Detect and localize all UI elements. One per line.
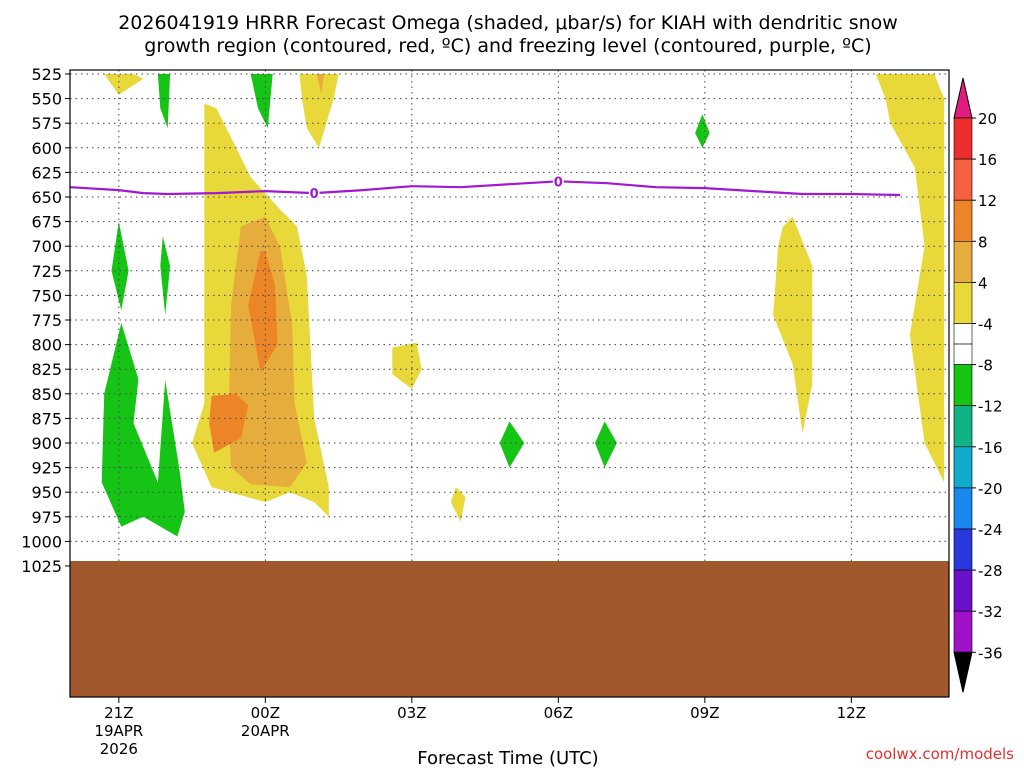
colorbar-seg-11 bbox=[953, 569, 973, 612]
ytick-label-625: 625 bbox=[31, 163, 62, 182]
colorbar-label-12: -32 bbox=[978, 603, 1003, 621]
omega-region-16 bbox=[499, 421, 525, 468]
xtick-year-21Z: 2026 bbox=[100, 740, 138, 758]
omega-region-10 bbox=[875, 74, 945, 483]
omega-region-5 bbox=[299, 74, 339, 148]
credit-text: coolwx.com/models bbox=[866, 745, 1014, 763]
colorbar-label-10: -24 bbox=[978, 521, 1003, 539]
colorbar-seg-9 bbox=[953, 487, 973, 530]
colorbar-label-4: 4 bbox=[978, 274, 988, 292]
ytick-label-700: 700 bbox=[31, 237, 62, 256]
colorbar-label-3: 8 bbox=[978, 233, 988, 251]
ytick-label-725: 725 bbox=[31, 262, 62, 281]
freezing-level-label-0: 0 bbox=[310, 187, 319, 202]
colorbar: 20 16 12 8 4 -4 -8 -12 -16 -20 -24 -28 -32 -36 bbox=[953, 77, 1003, 693]
colorbar-seg-10 bbox=[953, 528, 973, 571]
xtick-sublabel-21Z: 19APR bbox=[94, 722, 143, 740]
colorbar-seg-2 bbox=[953, 199, 973, 242]
ytick-label-925: 925 bbox=[31, 459, 62, 478]
ytick-label-950: 950 bbox=[31, 483, 62, 502]
xtick-label-00Z: 00Z bbox=[251, 704, 280, 722]
colorbar-seg-12 bbox=[953, 610, 973, 653]
colorbar-seg-6 bbox=[953, 364, 973, 407]
omega-region-2 bbox=[209, 393, 249, 453]
omega-region-8 bbox=[450, 487, 466, 522]
omega-region-6 bbox=[316, 74, 324, 94]
ytick-label-1025: 1025 bbox=[21, 557, 62, 576]
ytick-label-800: 800 bbox=[31, 336, 62, 355]
colorbar-seg-7 bbox=[953, 405, 973, 448]
xtick-label-21Z: 21Z bbox=[104, 704, 133, 722]
ytick-label-600: 600 bbox=[31, 139, 62, 158]
omega-region-14 bbox=[160, 236, 171, 316]
colorbar-label-8: -16 bbox=[978, 439, 1003, 457]
colorbar-bottom-arrow bbox=[953, 651, 973, 693]
colorbar-seg-5b bbox=[953, 343, 973, 365]
colorbar-label-7: -12 bbox=[978, 398, 1003, 416]
ytick-label-1000: 1000 bbox=[21, 532, 62, 551]
colorbar-seg-1 bbox=[953, 158, 973, 201]
colorbar-label-0: 20 bbox=[978, 110, 997, 128]
y-axis: 525 550 575 600 625 650 675 700 725 750 775 800 825 8… bbox=[21, 65, 70, 576]
colorbar-seg-4 bbox=[953, 282, 973, 324]
plot-frame bbox=[69, 69, 950, 698]
x-axis-label: Forecast Time (UTC) bbox=[417, 748, 598, 768]
colorbar-label-13: -36 bbox=[978, 644, 1003, 662]
omega-region-11 bbox=[157, 74, 171, 129]
colorbar-label-5: -4 bbox=[978, 316, 993, 334]
grid bbox=[70, 70, 949, 697]
surface-strip bbox=[70, 561, 949, 697]
ytick-label-875: 875 bbox=[31, 409, 62, 428]
chart-title-line2: growth region (contoured, red, ºC) and f… bbox=[144, 35, 871, 57]
ytick-label-550: 550 bbox=[31, 90, 62, 109]
freezing-level-label-1: 0 bbox=[554, 175, 563, 190]
chart-title-line1: 2026041919 HRRR Forecast Omega (shaded, … bbox=[118, 12, 898, 34]
ytick-label-975: 975 bbox=[31, 508, 62, 527]
omega-region-7 bbox=[392, 342, 422, 389]
omega-region-17 bbox=[595, 421, 617, 468]
omega-region-12 bbox=[250, 74, 273, 129]
ytick-label-825: 825 bbox=[31, 360, 62, 379]
xtick-label-03Z: 03Z bbox=[397, 704, 426, 722]
xtick-sublabel-00Z: 20APR bbox=[241, 722, 290, 740]
colorbar-seg-0 bbox=[953, 117, 973, 160]
colorbar-label-6: -8 bbox=[978, 357, 993, 375]
colorbar-top-arrow bbox=[953, 77, 973, 119]
ytick-label-775: 775 bbox=[31, 311, 62, 330]
omega-region-4 bbox=[104, 74, 144, 95]
ytick-label-675: 675 bbox=[31, 213, 62, 232]
colorbar-label-1: 16 bbox=[978, 151, 997, 169]
omega-region-15 bbox=[101, 323, 185, 537]
ytick-label-900: 900 bbox=[31, 434, 62, 453]
xtick-label-09Z: 09Z bbox=[690, 704, 719, 722]
colorbar-label-11: -28 bbox=[978, 562, 1003, 580]
ytick-label-850: 850 bbox=[31, 385, 62, 404]
xtick-label-12Z: 12Z bbox=[837, 704, 866, 722]
omega-region-18 bbox=[695, 114, 710, 148]
omega-shading bbox=[101, 74, 945, 537]
colorbar-seg-3 bbox=[953, 241, 973, 283]
freezing-level: 00 bbox=[69, 174, 901, 204]
colorbar-seg-8 bbox=[953, 446, 973, 489]
ytick-label-525: 525 bbox=[31, 65, 62, 84]
xtick-label-06Z: 06Z bbox=[544, 704, 573, 722]
colorbar-seg-5a bbox=[953, 323, 973, 345]
surface bbox=[70, 561, 949, 697]
ytick-label-575: 575 bbox=[31, 114, 62, 133]
colorbar-label-9: -20 bbox=[978, 480, 1003, 498]
ytick-label-650: 650 bbox=[31, 188, 62, 207]
ytick-label-750: 750 bbox=[31, 286, 62, 305]
freezing-level-line bbox=[69, 180, 901, 197]
colorbar-label-2: 12 bbox=[978, 192, 997, 210]
omega-region-3 bbox=[248, 251, 278, 373]
omega-region-13 bbox=[111, 221, 129, 311]
